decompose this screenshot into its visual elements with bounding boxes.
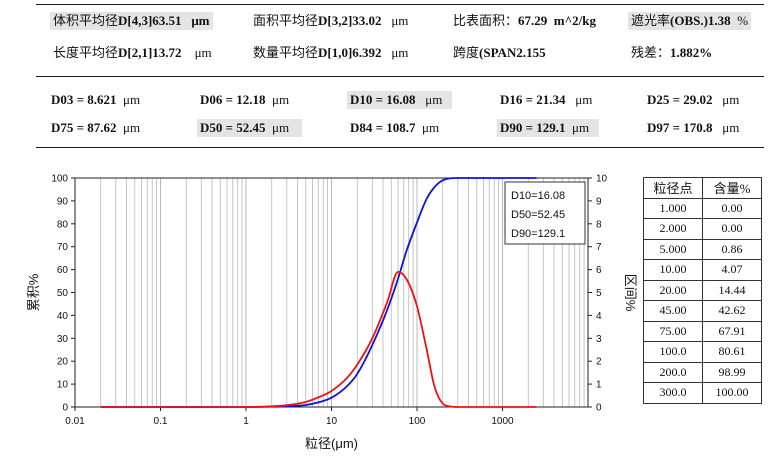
y2-tick-label: 9	[596, 196, 602, 207]
legend-entry: D10=16.08	[511, 190, 565, 202]
legend-entry: D90=129.1	[511, 228, 565, 240]
chart-grid	[74, 178, 585, 407]
table-cell-content: 42.62	[702, 300, 762, 322]
y2-tick-label: 5	[596, 288, 602, 299]
d90-value: D90 = 129.1 μm	[497, 119, 599, 137]
table-cell-size: 200.0	[643, 361, 703, 383]
chart-series	[100, 177, 537, 408]
y2-tick-label: 4	[596, 311, 602, 322]
d03-value: D03 = 8.621 μm	[51, 92, 141, 107]
x-tick-label: 0.1	[154, 416, 168, 427]
table-cell-size: 20.00	[643, 279, 703, 301]
size-content-table: 粒径点 含量% 1.000 0.00 2.000 0.00 5.000 0.86 10…	[643, 177, 762, 404]
x-axis-title: 粒径(μm)	[305, 436, 358, 451]
table-cell-content: 14.44	[702, 279, 762, 301]
y-tick-label: 100	[51, 174, 68, 185]
legend-entry: D50=52.45	[511, 209, 565, 221]
table-row: 20.00 14.44	[643, 279, 762, 301]
d75-value: D75 = 87.62 μm	[51, 120, 141, 135]
table-row: 200.0 98.99	[643, 361, 762, 383]
residual: 残差：1.882%	[631, 45, 713, 60]
y-tick-label: 70	[57, 242, 69, 253]
x-tick-label: 1	[243, 416, 249, 427]
d50-value: D50 = 52.45 μm	[197, 119, 302, 137]
table-cell-content: 100.00	[702, 382, 762, 404]
y-tick-label: 50	[57, 288, 69, 299]
table-cell-content: 4.07	[702, 259, 762, 281]
table-cell-content: 98.99	[702, 361, 762, 383]
divider-rule	[36, 76, 764, 77]
d16-value: D16 = 21.34 μm	[500, 92, 593, 107]
d97-value: D97 = 170.8 μm	[647, 120, 740, 135]
table-row: 300.0 100.00	[643, 382, 762, 404]
span: 跨度(SPAN2.155	[453, 45, 546, 60]
y-tick-label: 20	[57, 357, 69, 368]
table-cell-size: 1.000	[643, 197, 703, 219]
y-axis-title: 累积%	[26, 273, 41, 311]
d06-value: D06 = 12.18 μm	[200, 92, 290, 107]
y-tick-label: 60	[57, 265, 69, 276]
x-tick-label: 1000	[491, 416, 514, 427]
table-row: 1.000 0.00	[643, 197, 762, 219]
interval-percent-line	[100, 270, 537, 408]
y2-tick-label: 2	[596, 357, 602, 368]
x-tick-label: 10	[326, 416, 338, 427]
table-cell-size: 10.00	[643, 259, 703, 281]
d84-value: D84 = 108.7 μm	[350, 120, 440, 135]
y2-tick-label: 6	[596, 265, 602, 276]
table-header-content: 含量%	[702, 177, 762, 199]
volume-mean-diameter: 体积平均径D[4,3]63.51 μm	[50, 12, 213, 30]
x-tick-label: 0.01	[65, 416, 85, 427]
table-cell-content: 67.91	[702, 320, 762, 342]
top-rule	[36, 4, 764, 5]
table-cell-size: 2.000	[643, 218, 703, 240]
obscuration: 遮光率(OBS.)1.38 %	[628, 12, 752, 30]
y2-tick-label: 8	[596, 219, 602, 230]
table-row: 5.000 0.86	[643, 238, 762, 260]
y2-tick-label: 10	[596, 174, 608, 185]
table-cell-size: 100.0	[643, 341, 703, 363]
y-tick-label: 90	[57, 196, 69, 207]
table-header-size: 粒径点	[643, 177, 703, 199]
length-mean-diameter: 长度平均径D[2,1]13.72 μm	[53, 45, 212, 60]
area-mean-diameter: 面积平均径D[3,2]33.02 μm	[253, 13, 409, 28]
table-row: 10.00 4.07	[643, 259, 762, 281]
y2-tick-label: 1	[596, 380, 602, 391]
number-mean-diameter: 数量平均径D[1,0]6.392 μm	[253, 45, 409, 60]
y2-tick-label: 3	[596, 334, 602, 345]
y-tick-label: 0	[62, 403, 68, 414]
table-row: 45.00 42.62	[643, 300, 762, 322]
y2-tick-label: 0	[596, 403, 602, 414]
table-row: 100.0 80.61	[643, 341, 762, 363]
y-tick-label: 80	[57, 219, 69, 230]
y-tick-label: 10	[57, 380, 69, 391]
table-header-row: 粒径点 含量%	[643, 177, 762, 199]
chart-legend-box: D10=16.08 D50=52.45 D90=129.1	[504, 181, 586, 245]
x-tick-label: 100	[409, 416, 426, 427]
table-cell-content: 80.61	[702, 341, 762, 363]
bottom-rule	[36, 147, 764, 148]
table-cell-size: 75.00	[643, 320, 703, 342]
legend-box	[504, 181, 586, 245]
table-cell-content: 0.86	[702, 238, 762, 260]
specific-surface-area: 比表面积：67.29 m^2/kg	[453, 13, 596, 28]
table-cell-size: 45.00	[643, 300, 703, 322]
table-cell-content: 0.00	[702, 197, 762, 219]
y2-axis-title: 区间%	[623, 274, 638, 312]
table-row: 2.000 0.00	[643, 218, 762, 240]
y-tick-label: 30	[57, 334, 69, 345]
table-cell-size: 5.000	[643, 238, 703, 260]
table-cell-content: 0.00	[702, 218, 762, 240]
y2-tick-label: 7	[596, 242, 602, 253]
table-cell-size: 300.0	[643, 382, 703, 404]
d10-value: D10 = 16.08 μm	[347, 91, 452, 109]
y-tick-label: 40	[57, 311, 69, 322]
d25-value: D25 = 29.02 μm	[647, 92, 740, 107]
table-row: 75.00 67.91	[643, 320, 762, 342]
